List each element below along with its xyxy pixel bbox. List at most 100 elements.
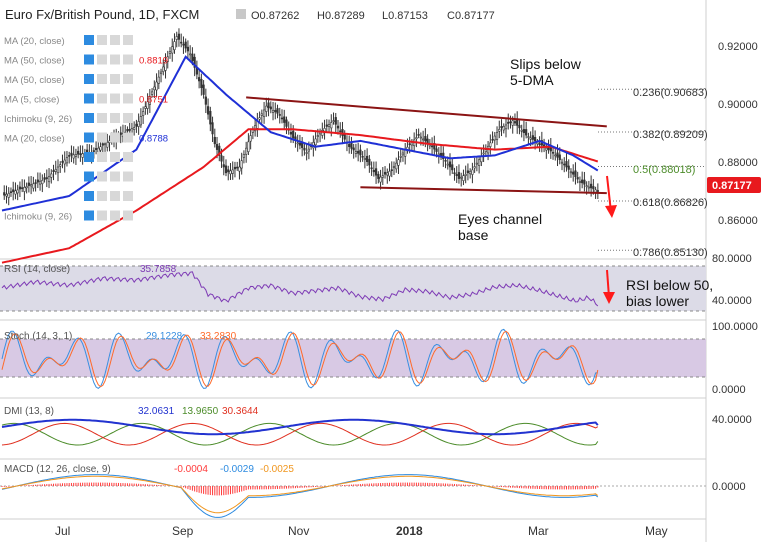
candle-body [63, 159, 66, 165]
candle-body [260, 113, 263, 116]
more-icon [123, 171, 133, 182]
eye-icon [84, 74, 94, 84]
candle-body [354, 151, 358, 154]
add-icon [110, 93, 120, 104]
candle-body [330, 122, 333, 129]
candle-body [585, 185, 588, 187]
candle-body [249, 135, 252, 142]
macd-tick: 0.0000 [712, 481, 746, 493]
macd-line [1, 474, 599, 518]
macd-hist-value: -0.0004 [174, 464, 208, 475]
indicator-legend: MA (20, close) MA (50, close) 0.8819 MA (50… [4, 35, 168, 223]
fibonacci-levels [598, 88, 706, 251]
candle-body [211, 122, 214, 135]
eye-icon [84, 210, 94, 221]
settings-icon [97, 35, 107, 45]
candle-body [5, 193, 8, 197]
candle-body [435, 148, 438, 152]
settings-icon [97, 132, 107, 143]
candle-body [59, 164, 62, 167]
channel-lower-line [360, 186, 607, 195]
legend-label: Ichimoku (9, 26) [4, 212, 72, 223]
candle-body [144, 106, 147, 109]
settings-icon [97, 152, 107, 162]
add-icon [110, 54, 120, 65]
dmi-plus-value: 13.9650 [182, 406, 219, 417]
candle-body [325, 124, 328, 127]
candle-body [215, 144, 219, 150]
time-tick: Sep [172, 524, 194, 538]
stoch-k-line [1, 328, 598, 390]
candle-body [177, 33, 181, 40]
eye-icon [84, 113, 94, 123]
candle-body [27, 182, 30, 186]
candle-body [276, 108, 279, 114]
candle-body [327, 124, 331, 127]
candle-body [415, 137, 418, 140]
candle-body [489, 142, 492, 147]
candle-body [574, 170, 577, 177]
time-tick: 2018 [396, 524, 423, 538]
candle-body [135, 123, 138, 127]
legend-value: 0.8788 [139, 134, 168, 145]
candle-body [457, 172, 461, 179]
candle-body [303, 147, 306, 151]
candle-body [377, 173, 380, 179]
more-icon [123, 93, 133, 104]
candle-body [531, 135, 534, 140]
candle-body [72, 154, 75, 159]
ohlc-low: L0.87153 [382, 10, 428, 22]
channel-upper-line [246, 96, 607, 128]
stoch-tick: 0.0000 [712, 384, 746, 396]
candle-body [175, 36, 178, 40]
candle-body [493, 135, 496, 141]
candle-body [558, 154, 561, 161]
legend-label: MA (20, close) [4, 134, 65, 145]
legend-value: 0.8819 [139, 56, 168, 67]
candle-body [206, 106, 210, 115]
candle-body [254, 125, 257, 132]
fib-label-0382: 0.382(0.89209) [633, 129, 708, 141]
add-icon [110, 132, 120, 143]
time-tick: May [645, 524, 668, 538]
candle-body [381, 175, 384, 178]
candle-body [142, 111, 145, 116]
candle-body [68, 155, 71, 157]
candle-body [363, 158, 366, 160]
eye-icon [84, 171, 94, 182]
candle-body [350, 143, 353, 149]
macd-signal-value: -0.0025 [260, 464, 294, 475]
ohlc-high: H0.87289 [317, 10, 365, 22]
stoch-d-line [1, 330, 599, 388]
eye-icon [84, 93, 94, 104]
candle-body [41, 180, 44, 185]
annotation-eyes-line1: Eyes channel [458, 211, 542, 227]
candle-body [94, 148, 98, 150]
candle-body [444, 159, 447, 162]
candle-body [395, 162, 398, 170]
add-icon [110, 113, 120, 123]
candle-body [65, 157, 69, 164]
candle-body [592, 186, 595, 190]
candle-body [262, 109, 266, 118]
annotation-rsi-line1: RSI below 50, [626, 277, 713, 293]
candle-body [289, 131, 293, 135]
candle-body [298, 142, 302, 146]
candle-body [430, 145, 434, 148]
last-price-badge [707, 177, 761, 193]
stoch-band [0, 339, 706, 377]
visibility-icon[interactable] [236, 9, 246, 19]
candle-body [283, 116, 286, 123]
annotation-eyes-line2: base [458, 227, 489, 243]
candle-body [507, 121, 510, 124]
add-icon [110, 191, 120, 201]
ohlc-open: O0.87262 [251, 10, 299, 22]
candle-body [495, 132, 499, 140]
candle-body [133, 127, 136, 130]
candle-body [511, 120, 514, 126]
candle-body [525, 129, 528, 136]
candle-body [231, 169, 234, 174]
candle-body [99, 146, 102, 151]
candle-body [150, 91, 154, 95]
ohlc-close: C0.87177 [447, 10, 495, 22]
